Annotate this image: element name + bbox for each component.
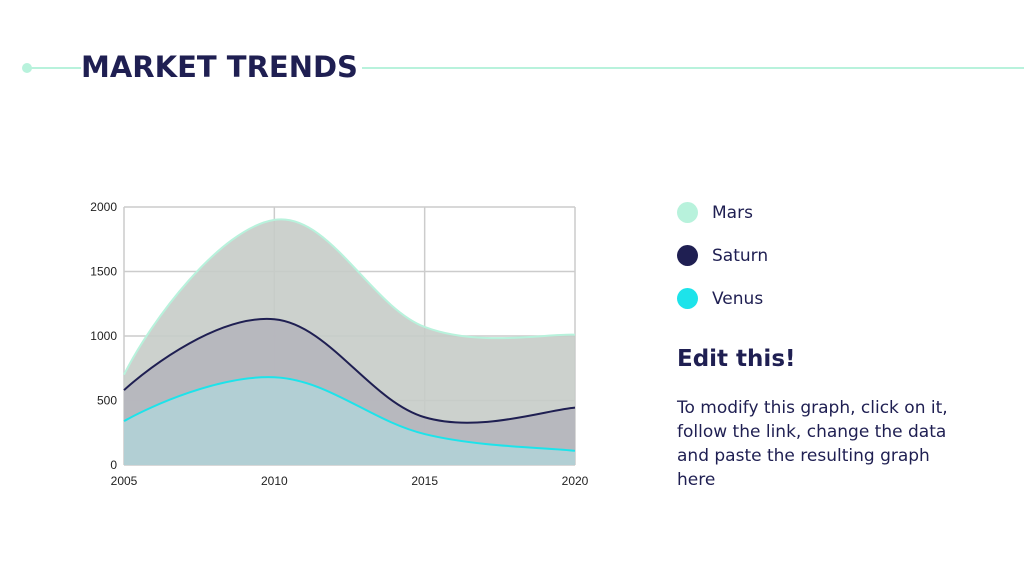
header-divider-dot — [22, 63, 32, 73]
legend-item-mars[interactable]: Mars — [677, 191, 768, 234]
x-tick-label: 2010 — [261, 474, 288, 488]
legend-label-saturn: Saturn — [712, 245, 769, 266]
legend-swatch-venus — [677, 288, 698, 309]
y-tick-label: 0 — [110, 458, 117, 472]
legend-label-mars: Mars — [712, 202, 753, 223]
chart-lines — [123, 218, 576, 452]
line-saturn — [123, 318, 576, 424]
edit-instructions: To modify this graph, click on it, follo… — [677, 398, 948, 490]
chart-legend: Mars Saturn Venus — [677, 191, 768, 320]
chart-areas — [124, 219, 575, 465]
y-tick-label: 2000 — [90, 200, 117, 214]
line-mars — [123, 218, 576, 376]
x-tick-label: 2020 — [562, 474, 589, 488]
x-tick-label: 2005 — [111, 474, 138, 488]
x-tick-label: 2015 — [411, 474, 438, 488]
line-venus — [123, 376, 576, 452]
chart-tick-labels: 0 500 1000 1500 2000 2005 2010 2015 2020 — [90, 200, 588, 488]
legend-swatch-saturn — [677, 245, 698, 266]
legend-item-saturn[interactable]: Saturn — [677, 234, 768, 277]
y-tick-label: 1000 — [90, 329, 117, 343]
edit-title: Edit this! — [677, 346, 796, 372]
header-divider-line — [26, 67, 1024, 69]
legend-swatch-mars — [677, 202, 698, 223]
page-title: MARKET TRENDS — [81, 48, 362, 86]
y-tick-label: 1500 — [90, 265, 117, 279]
y-tick-label: 500 — [97, 394, 117, 408]
legend-item-venus[interactable]: Venus — [677, 277, 768, 320]
area-venus — [124, 377, 575, 465]
legend-label-venus: Venus — [712, 288, 764, 309]
